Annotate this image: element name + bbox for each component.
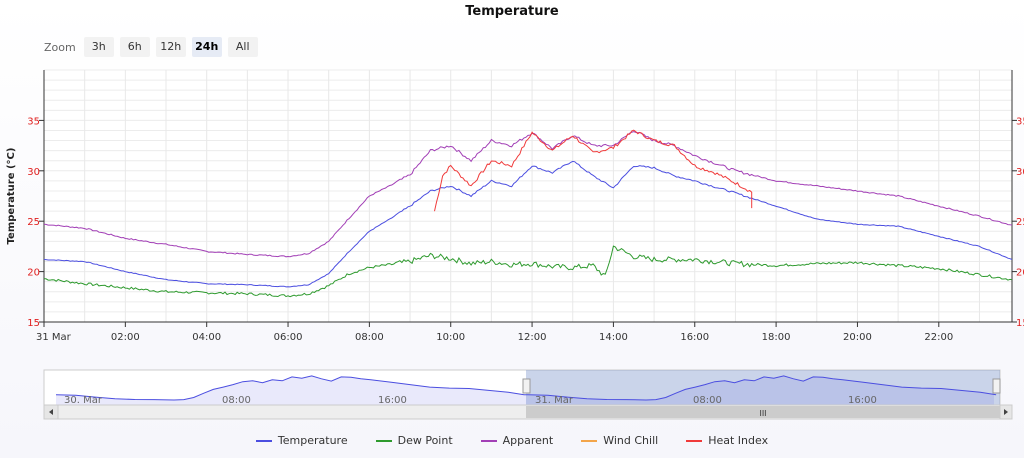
legend-label-heat-index: Heat Index	[708, 434, 769, 447]
x-tick-label: 18:00	[762, 332, 791, 343]
navigator-label: 31. Mar	[535, 395, 574, 406]
x-tick-label: 22:00	[924, 332, 953, 343]
temperature-chart: 15 15 20 20 25 25 30 30 35 35 31 Mar 02:00 04:00 06:0…	[6, 69, 1024, 420]
navigator-label: 16:00	[378, 395, 407, 406]
legend-swatch-temperature	[255, 439, 272, 442]
navigator-label: 08:00	[222, 395, 251, 406]
series-line-dew-point	[43, 245, 1013, 298]
x-tick-label: 14:00	[599, 332, 628, 343]
chart-legend: Temperature Dew Point Apparent Wind Chil…	[0, 434, 1024, 447]
navigator-label: 30. Mar	[64, 395, 103, 406]
scroll-left-icon	[49, 409, 53, 415]
y-tick-label: 20	[27, 268, 40, 279]
navigator-area	[56, 375, 997, 405]
legend-label-wind-chill: Wind Chill	[603, 434, 659, 447]
x-tick-label: 02:00	[111, 332, 140, 343]
x-tick-label: 08:00	[355, 332, 384, 343]
scrollbar-thumb[interactable]	[526, 406, 1000, 418]
x-tick-label: 04:00	[192, 332, 221, 343]
zoom-6h-button[interactable]: 6h	[119, 37, 150, 57]
legend-item-heat-index[interactable]: Heat Index	[686, 434, 768, 447]
zoom-range-selector: Zoom 3h 6h 12h 24h All	[44, 37, 258, 57]
chart-title: Temperature	[465, 4, 559, 19]
y-tick-label-right: 20	[1016, 268, 1024, 279]
x-tick-label: 06:00	[274, 332, 303, 343]
y-axis-title: Temperature (°C)	[6, 148, 17, 245]
y-tick-label: 25	[27, 217, 40, 228]
series-line-temperature	[43, 160, 1013, 288]
x-tick-label: 16:00	[680, 332, 709, 343]
legend-label-dew-point: Dew Point	[397, 434, 453, 447]
zoom-24h-button[interactable]: 24h	[191, 37, 222, 57]
navigator-line	[55, 375, 997, 401]
legend-item-temperature[interactable]: Temperature	[255, 434, 348, 447]
legend-item-dew-point[interactable]: Dew Point	[375, 434, 453, 447]
zoom-label: Zoom	[44, 40, 76, 54]
legend-swatch-heat-index	[686, 439, 703, 442]
legend-item-wind-chill[interactable]: Wind Chill	[581, 434, 658, 447]
y-tick-label-right: 30	[1016, 167, 1024, 178]
legend-label-apparent: Apparent	[502, 434, 554, 447]
navigator-handle-left[interactable]	[522, 378, 531, 394]
navigator-label: 16:00	[848, 395, 877, 406]
x-tick-label: 31 Mar	[36, 332, 72, 343]
legend-swatch-wind-chill	[581, 439, 598, 442]
x-tick-label: 20:00	[843, 332, 872, 343]
series-line-apparent	[43, 131, 1013, 258]
zoom-3h-button[interactable]: 3h	[83, 37, 114, 57]
scroll-right-icon	[1004, 409, 1008, 415]
y-tick-label-right: 35	[1016, 116, 1024, 127]
scrollbar-grip: III	[759, 409, 766, 418]
series-line-heat-index	[434, 129, 753, 212]
y-tick-label: 30	[27, 167, 40, 178]
legend-item-apparent[interactable]: Apparent	[480, 434, 554, 447]
legend-swatch-dew-point	[375, 439, 392, 442]
plot-area	[44, 70, 1012, 322]
legend-label-temperature: Temperature	[277, 434, 348, 447]
zoom-12h-button[interactable]: 12h	[155, 37, 186, 57]
zoom-all-button[interactable]: All	[227, 37, 258, 57]
navigator-label: 08:00	[693, 395, 722, 406]
x-tick-label: 12:00	[518, 332, 547, 343]
y-tick-label: 15	[27, 318, 40, 329]
legend-swatch-apparent	[480, 439, 497, 442]
y-tick-label-right: 15	[1016, 318, 1024, 329]
y-tick-label-right: 25	[1016, 217, 1024, 228]
navigator-handle-right[interactable]	[992, 378, 1001, 394]
y-tick-label: 35	[27, 116, 40, 127]
x-tick-label: 10:00	[436, 332, 465, 343]
